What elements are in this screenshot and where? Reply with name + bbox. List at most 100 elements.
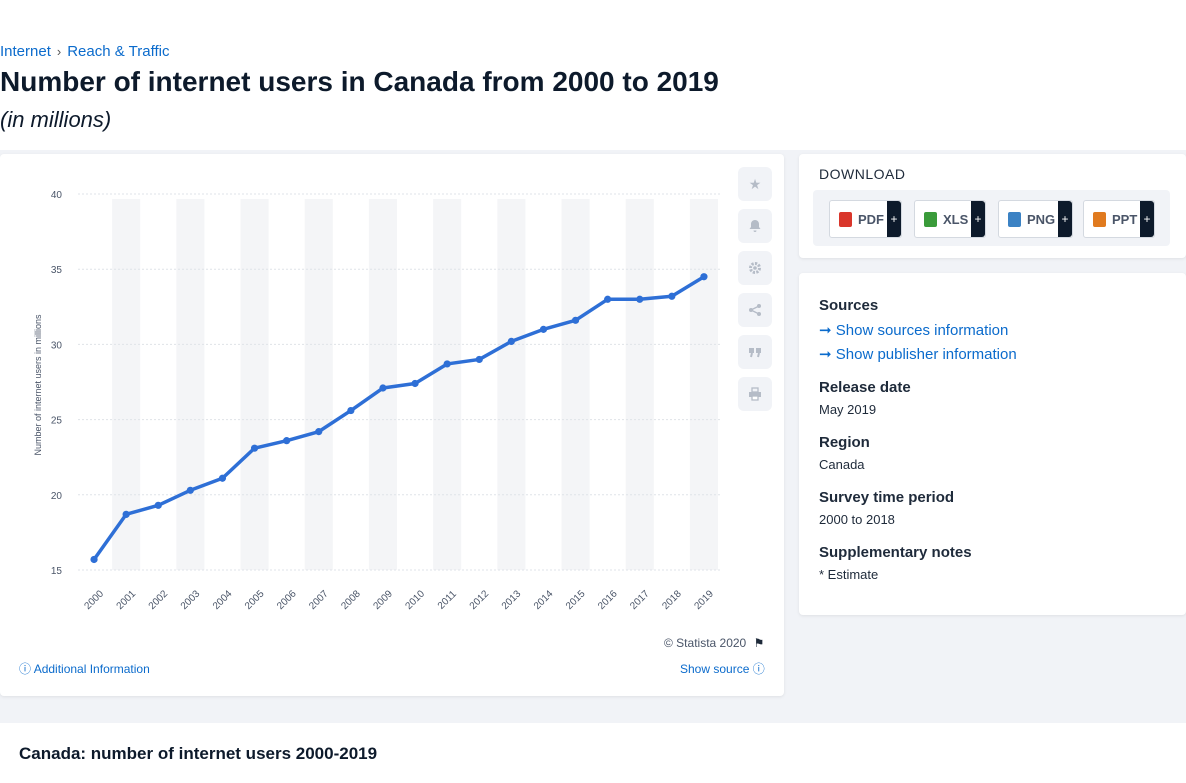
- additional-info-label: Additional Information: [33, 662, 150, 676]
- region-value: Canada: [819, 457, 865, 472]
- y-tick-label: 40: [51, 190, 63, 201]
- png-label: PNG: [1027, 211, 1056, 227]
- y-tick-label: 20: [51, 491, 63, 502]
- download-pdf-button[interactable]: PDF +: [829, 200, 902, 238]
- x-tick-label: 2007: [307, 588, 331, 612]
- x-tick-label: 2014: [532, 588, 556, 612]
- ppt-label: PPT: [1112, 211, 1138, 227]
- column-band: [240, 199, 269, 570]
- data-point: [315, 428, 323, 436]
- x-tick-label: 2002: [147, 588, 171, 612]
- data-point: [411, 379, 419, 388]
- x-tick-label: 2018: [660, 588, 684, 612]
- print-icon[interactable]: [738, 377, 772, 411]
- region-heading: Region: [819, 434, 870, 451]
- x-tick-label: 2013: [500, 588, 524, 612]
- report-flag-icon[interactable]: ⚑: [753, 636, 765, 650]
- show-source-link[interactable]: Show source ⓘ: [680, 660, 765, 677]
- breadcrumb-reach-traffic[interactable]: Reach & Traffic: [67, 43, 170, 60]
- x-tick-label: 2012: [468, 588, 492, 612]
- header-band: [0, 0, 1186, 150]
- y-axis-label: Number of internet users in millions: [33, 314, 43, 456]
- data-point: [700, 273, 708, 281]
- survey-period-heading: Survey time period: [819, 489, 955, 506]
- x-tick-label: 2015: [564, 588, 588, 612]
- pdf-label: PDF: [858, 211, 884, 227]
- y-tick-label: 15: [51, 566, 63, 577]
- favorite-star-icon[interactable]: ★: [738, 167, 772, 201]
- cite-quote-icon[interactable]: [738, 335, 772, 369]
- download-xls-button[interactable]: XLS +: [914, 200, 986, 238]
- ppt-file-icon: [1093, 211, 1106, 227]
- column-band: [112, 199, 141, 570]
- survey-period-value: 2000 to 2018: [819, 512, 895, 527]
- y-tick-label: 30: [51, 340, 63, 351]
- x-tick-label: 2008: [339, 588, 363, 612]
- column-band: [433, 199, 462, 570]
- data-point: [379, 384, 387, 392]
- x-tick-label: 2019: [692, 588, 716, 612]
- xls-label: XLS: [943, 211, 969, 227]
- png-file-icon: [1008, 211, 1021, 227]
- x-tick-label: 2016: [596, 588, 620, 612]
- column-band: [561, 199, 590, 570]
- arrow-right-icon: ➞: [819, 322, 832, 339]
- arrow-right-icon: ➞: [819, 346, 832, 363]
- data-point: [218, 474, 227, 482]
- pdf-file-icon: [839, 211, 852, 227]
- x-tick-label: 2017: [628, 588, 652, 612]
- sources-heading: Sources: [819, 297, 879, 314]
- release-date-heading: Release date: [819, 379, 911, 396]
- data-point: [347, 406, 355, 415]
- meta-card: [799, 273, 1186, 615]
- share-icon[interactable]: [738, 293, 772, 327]
- data-point: [507, 337, 515, 345]
- supplementary-notes-heading: Supplementary notes: [819, 544, 972, 561]
- column-band: [176, 199, 205, 570]
- x-tick-label: 2000: [83, 588, 107, 612]
- column-band: [497, 199, 526, 570]
- ppt-plus-icon[interactable]: +: [1140, 201, 1154, 237]
- x-tick-label: 2006: [275, 588, 299, 612]
- png-plus-icon[interactable]: +: [1058, 201, 1072, 237]
- data-point: [604, 295, 612, 303]
- y-tick-label: 25: [51, 416, 63, 427]
- x-tick-label: 2005: [243, 588, 267, 612]
- notification-bell-icon[interactable]: [738, 209, 772, 243]
- series-line: [92, 274, 706, 562]
- data-point: [539, 325, 548, 333]
- page-title: Number of internet users in Canada from …: [0, 66, 719, 97]
- column-band: [304, 199, 333, 570]
- page-subtitle: (in millions): [0, 107, 112, 132]
- data-point: [90, 555, 98, 564]
- x-tick-label: 2009: [371, 588, 395, 612]
- data-point: [154, 501, 162, 509]
- info-icon: ⓘ: [752, 662, 765, 676]
- x-tick-label: 2011: [436, 588, 459, 611]
- show-source-label: Show source: [680, 662, 750, 676]
- description-title: Canada: number of internet users 2000-20…: [19, 744, 378, 763]
- xls-plus-icon[interactable]: +: [971, 201, 985, 237]
- breadcrumb: Internet › Reach & Traffic: [0, 43, 170, 60]
- line-chart: 15 20 25 30 35 40 Number of internet users in …: [33, 190, 720, 612]
- download-ppt-button[interactable]: PPT +: [1083, 200, 1155, 238]
- data-point: [122, 510, 130, 518]
- settings-gear-icon[interactable]: [738, 251, 772, 285]
- additional-info-link[interactable]: ⓘ Additional Information: [19, 660, 150, 677]
- download-png-button[interactable]: PNG +: [998, 200, 1073, 238]
- data-point: [475, 355, 483, 364]
- column-band: [625, 199, 654, 570]
- data-point: [283, 437, 291, 445]
- data-point: [636, 295, 644, 303]
- release-date-value: May 2019: [819, 402, 877, 417]
- breadcrumb-separator-icon: ›: [56, 44, 62, 59]
- x-tick-label: 2010: [404, 588, 428, 612]
- pdf-plus-icon[interactable]: +: [887, 201, 901, 237]
- breadcrumb-internet[interactable]: Internet: [0, 43, 51, 60]
- show-sources-label: Show sources information: [835, 322, 1009, 339]
- show-publisher-link[interactable]: ➞ Show publisher information: [819, 345, 1017, 363]
- data-point: [250, 444, 259, 452]
- show-sources-link[interactable]: ➞ Show sources information: [819, 321, 1008, 339]
- x-tick-label: 2003: [179, 588, 203, 612]
- y-tick-label: 35: [51, 265, 63, 276]
